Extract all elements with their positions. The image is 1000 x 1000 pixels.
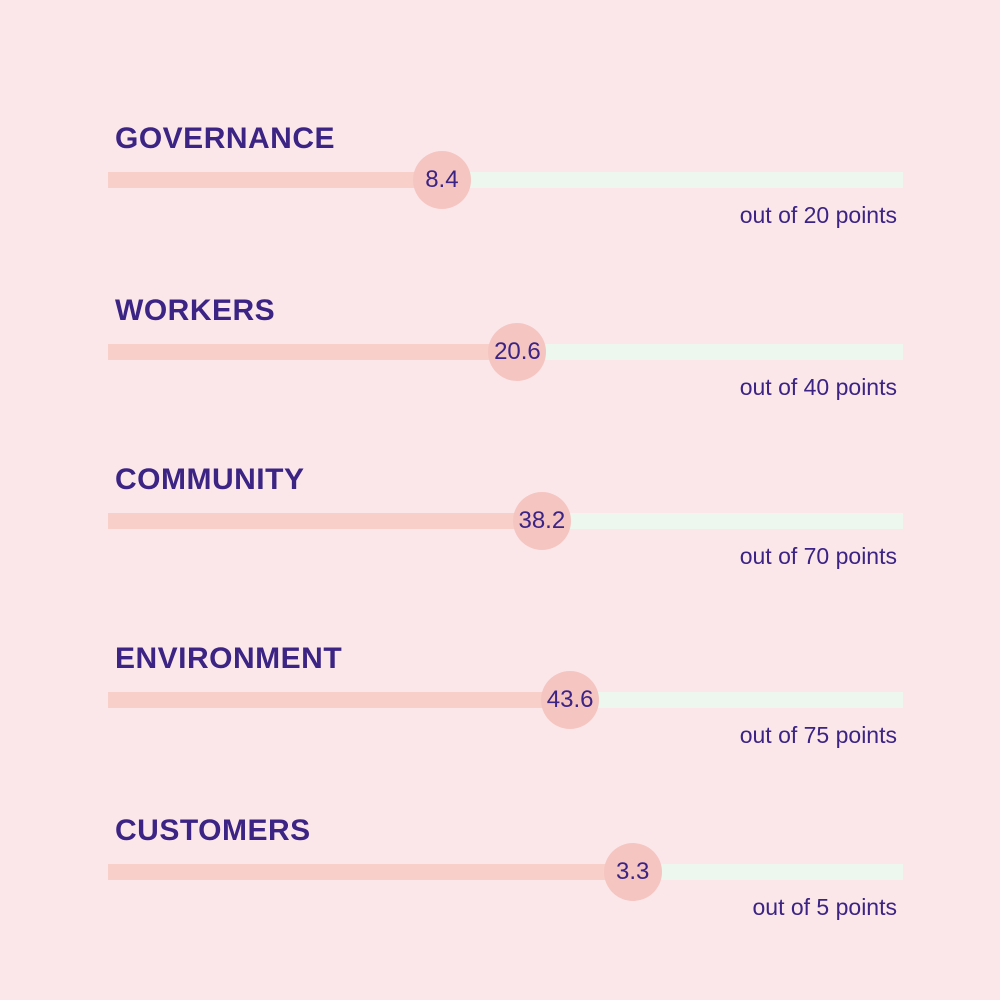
max-points-caption: out of 70 points bbox=[739, 543, 897, 569]
bar-track: 20.6 bbox=[108, 323, 903, 381]
score-value: 3.3 bbox=[616, 858, 650, 885]
bar-track: 8.4 bbox=[108, 151, 903, 209]
category-label: WORKERS bbox=[115, 294, 276, 327]
category-row-workers: WORKERS 20.6 out of 40 points bbox=[0, 292, 1000, 412]
score-value: 38.2 bbox=[518, 507, 566, 534]
score-value: 43.6 bbox=[546, 686, 594, 713]
max-points-caption: out of 5 points bbox=[752, 894, 898, 920]
score-value: 8.4 bbox=[425, 166, 459, 193]
max-points-caption: out of 40 points bbox=[739, 374, 897, 400]
bar-fill bbox=[108, 344, 518, 360]
score-marker: 8.4 bbox=[412, 151, 471, 209]
category-row-customers: CUSTOMERS 3.3 out of 5 points bbox=[0, 812, 1000, 932]
bar-fill bbox=[108, 513, 542, 529]
bar-track: 43.6 bbox=[108, 671, 903, 729]
score-marker: 43.6 bbox=[541, 671, 600, 729]
category-label: GOVERNANCE bbox=[115, 122, 336, 155]
category-row-governance: GOVERNANCE 8.4 out of 20 points bbox=[0, 120, 1000, 240]
score-marker: 38.2 bbox=[512, 492, 571, 550]
category-label: COMMUNITY bbox=[115, 463, 305, 496]
max-points-caption: out of 20 points bbox=[739, 202, 897, 228]
bar-fill bbox=[108, 172, 442, 188]
score-marker: 20.6 bbox=[488, 323, 547, 381]
category-label: CUSTOMERS bbox=[115, 814, 311, 847]
bar-track: 3.3 bbox=[108, 843, 903, 901]
category-row-environment: ENVIRONMENT 43.6 out of 75 points bbox=[0, 640, 1000, 760]
max-points-caption: out of 75 points bbox=[739, 722, 897, 748]
score-value: 20.6 bbox=[494, 338, 541, 365]
bar-fill bbox=[108, 692, 571, 708]
bar-fill bbox=[108, 864, 633, 880]
bar-track: 38.2 bbox=[108, 492, 903, 550]
category-label: ENVIRONMENT bbox=[115, 642, 343, 675]
category-row-community: COMMUNITY 38.2 out of 70 points bbox=[0, 461, 1000, 581]
score-marker: 3.3 bbox=[603, 843, 662, 901]
